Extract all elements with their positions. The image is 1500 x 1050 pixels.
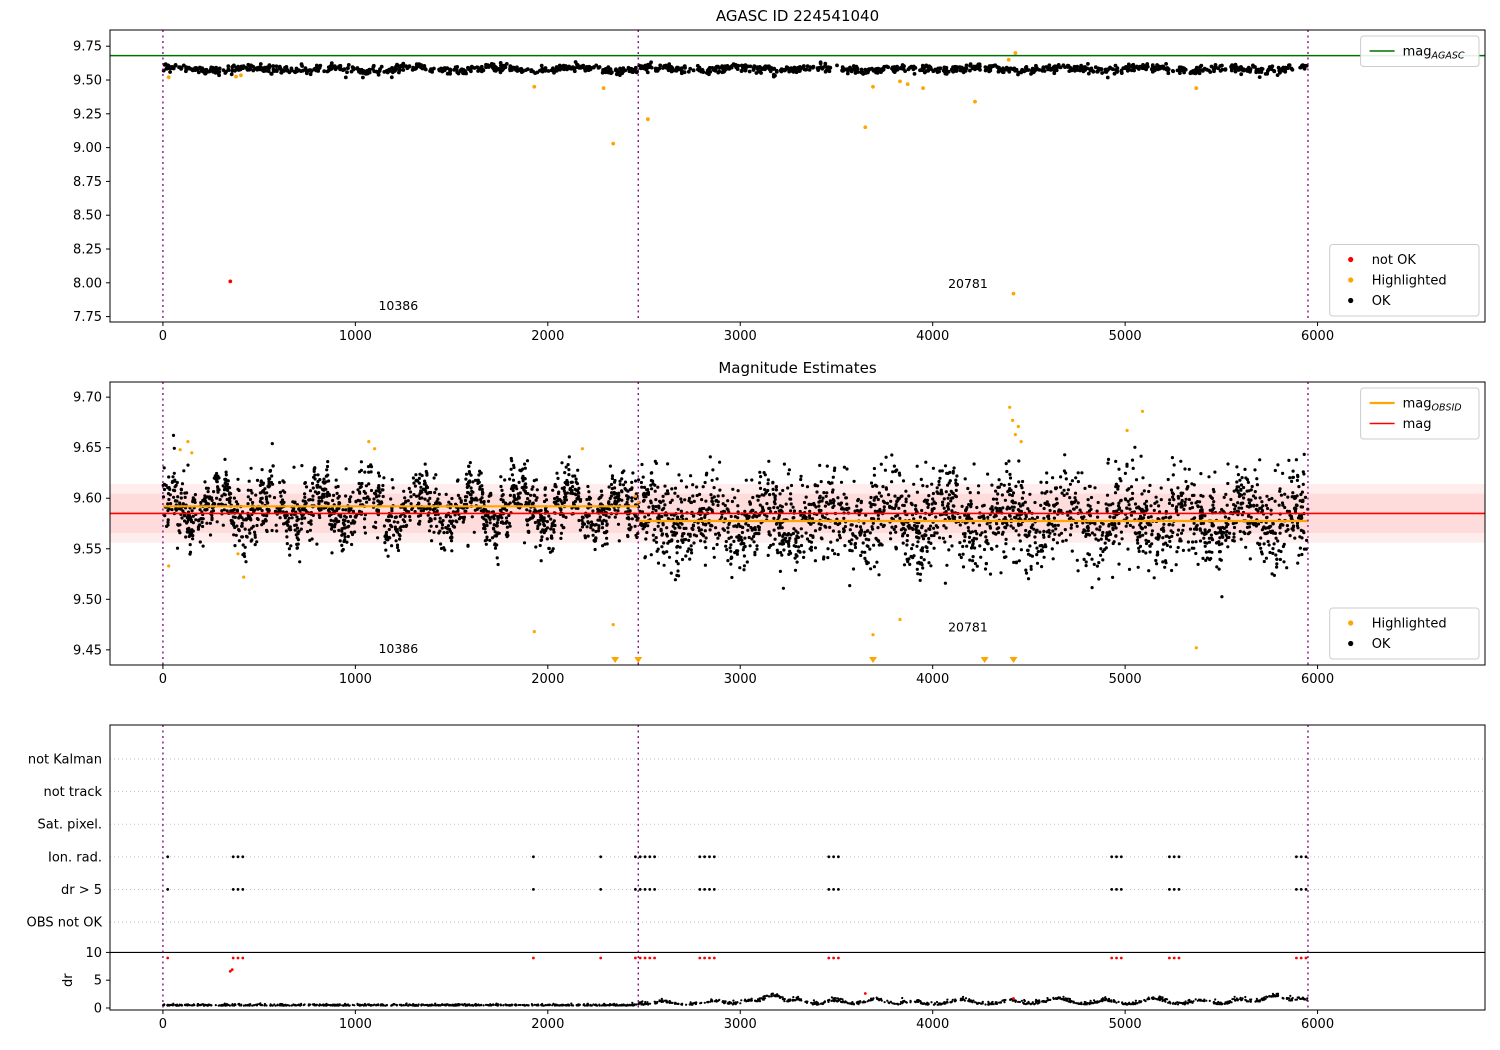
x-tick-label: 3000 — [724, 672, 757, 687]
obsid-boundary-lines — [162, 30, 1309, 322]
y-tick-label: 9.00 — [73, 141, 102, 156]
obsid-boundary-lines — [162, 725, 1309, 1010]
flag-category-label: OBS not OK — [27, 916, 103, 931]
y-tick-label: 8.75 — [73, 175, 102, 190]
obsid-annotation: 20781 — [948, 620, 988, 635]
y-tick-label: 9.60 — [73, 492, 102, 507]
legend-dot-sample — [1348, 297, 1354, 304]
x-tick-label: 3000 — [724, 329, 757, 344]
x-tick-label: 0 — [159, 1017, 167, 1032]
axes-frame — [109, 724, 1486, 1011]
y-tick-label: 9.45 — [73, 643, 102, 658]
x-tick-label: 6000 — [1301, 329, 1334, 344]
legend-label: OK — [1372, 294, 1391, 309]
panel-agasc: 10386 20781 0 1000 2000 3000 4000 5000 6000 7.75 8… — [73, 7, 1486, 344]
y-tick-label: 8.00 — [73, 276, 102, 291]
legend-label: mag — [1403, 417, 1432, 432]
y-tick-label: 9.55 — [73, 542, 102, 557]
legend-label: magAGASC — [1403, 45, 1465, 62]
legend-dot-sample — [1348, 277, 1354, 283]
legend: magAGASC — [1360, 35, 1480, 67]
flag-category-label: not track — [43, 785, 102, 800]
x-tick-label: 2000 — [531, 329, 564, 344]
flag-category-label: dr > 5 — [61, 883, 102, 898]
x-tick-label: 6000 — [1301, 1017, 1334, 1032]
legend-label: OK — [1372, 637, 1391, 652]
x-tick-label: 4000 — [916, 1017, 949, 1032]
highlighted-points — [166, 51, 1199, 296]
flag-points — [166, 855, 1308, 891]
x-tick-label: 4000 — [916, 329, 949, 344]
legend-label: not OK — [1372, 253, 1417, 268]
y-tick-label: 9.50 — [73, 74, 102, 89]
x-tick-label: 3000 — [724, 1017, 757, 1032]
flag-category-label: Ion. rad. — [48, 850, 102, 865]
obsid-annotation: 10386 — [378, 298, 418, 313]
x-tick-label: 4000 — [916, 672, 949, 687]
y-tick-label: 8.25 — [73, 243, 102, 258]
x-tick-label: 5000 — [1109, 1017, 1142, 1032]
legend: Highlighted OK — [1329, 607, 1480, 660]
x-tick-label: 0 — [159, 329, 167, 344]
y-tick-label: 9.50 — [73, 593, 102, 608]
x-tick-label: 0 — [159, 672, 167, 687]
legend-box — [1360, 387, 1480, 440]
y-tick-label: 9.65 — [73, 441, 102, 456]
legend-box — [1329, 244, 1480, 317]
panel-flags: not Kalman not track Sat. pixel. Ion. rad. d… — [27, 724, 1486, 1032]
legend-label: magOBSID — [1403, 397, 1462, 414]
x-tick-label: 5000 — [1109, 672, 1142, 687]
flag-category-label: not Kalman — [28, 753, 102, 768]
legend: magOBSID mag — [1360, 387, 1480, 440]
x-tick-label: 5000 — [1109, 329, 1142, 344]
legend-box — [1329, 607, 1480, 660]
chart-title: AGASC ID 224541040 — [716, 7, 879, 25]
legend-label: Highlighted — [1372, 617, 1447, 632]
x-tick-label: 1000 — [339, 329, 372, 344]
chart-title: Magnitude Estimates — [718, 359, 876, 377]
panel-magest: 10386 20781 0 1000 2000 3000 4000 5000 6000 9.45 9… — [73, 359, 1486, 687]
dr-tick-label: 0 — [94, 1002, 102, 1017]
obsid-annotation: 10386 — [378, 641, 418, 656]
y-tick-label: 9.75 — [73, 40, 102, 55]
y-tick-label: 9.25 — [73, 107, 102, 122]
x-tick-label: 1000 — [339, 1017, 372, 1032]
not-ok-points — [228, 279, 233, 284]
legend-label: Highlighted — [1372, 274, 1447, 289]
x-tick-label: 2000 — [531, 1017, 564, 1032]
legend-box — [1360, 35, 1480, 67]
dr-axis-label: dr — [61, 973, 76, 987]
dr-points — [162, 992, 1309, 1007]
legend: not OK Highlighted OK — [1329, 244, 1480, 317]
x-tick-label: 2000 — [531, 672, 564, 687]
x-tick-label: 6000 — [1301, 672, 1334, 687]
flag-category-label: Sat. pixel. — [38, 818, 102, 833]
obsid-annotation: 20781 — [948, 276, 988, 291]
clipped-low-markers — [611, 657, 1018, 663]
ok-points — [161, 60, 1309, 80]
legend-dot-sample — [1348, 640, 1354, 647]
axes-frame — [109, 29, 1486, 323]
highlighted-points — [167, 405, 1198, 650]
legend-dot-sample — [1348, 256, 1354, 263]
dr-tick-label: 10 — [85, 946, 102, 961]
y-tick-label: 7.75 — [73, 310, 102, 325]
legend-dot-sample — [1348, 620, 1354, 626]
mag-obsid-line — [162, 505, 1308, 523]
axes-frame — [109, 381, 1486, 666]
dr-flagged-points — [166, 956, 1308, 1000]
y-tick-label: 8.50 — [73, 209, 102, 224]
x-tick-label: 1000 — [339, 672, 372, 687]
y-tick-label: 9.70 — [73, 391, 102, 406]
dr-tick-label: 5 — [94, 974, 102, 989]
